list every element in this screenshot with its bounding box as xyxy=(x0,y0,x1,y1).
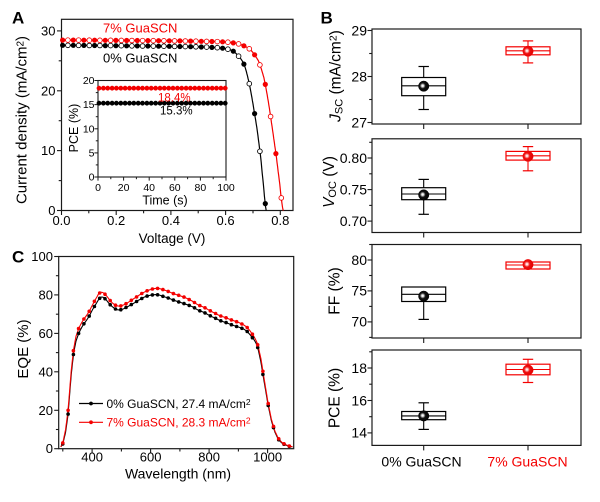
svg-text:75: 75 xyxy=(351,283,367,299)
svg-text:0: 0 xyxy=(95,182,101,194)
svg-text:29: 29 xyxy=(351,22,367,38)
svg-text:0.75: 0.75 xyxy=(340,181,367,197)
svg-text:14: 14 xyxy=(351,425,367,441)
svg-text:16: 16 xyxy=(351,392,367,408)
svg-text:40: 40 xyxy=(39,364,53,379)
svg-text:0: 0 xyxy=(48,203,55,218)
svg-text:PCE (%): PCE (%) xyxy=(327,368,344,428)
svg-text:20: 20 xyxy=(39,403,53,418)
svg-text:20: 20 xyxy=(83,75,95,87)
svg-text:FF (%): FF (%) xyxy=(327,267,344,314)
svg-text:800: 800 xyxy=(198,450,220,465)
svg-text:7% GuaSCN: 7% GuaSCN xyxy=(103,21,177,36)
svg-text:C: C xyxy=(12,247,24,266)
svg-text:0.8: 0.8 xyxy=(271,213,289,228)
svg-text:100: 100 xyxy=(31,249,53,264)
svg-text:7% GuaSCN, 28.3 mA/cm2: 7% GuaSCN, 28.3 mA/cm2 xyxy=(107,416,251,430)
svg-text:0.2: 0.2 xyxy=(107,213,125,228)
svg-text:PCE (%): PCE (%) xyxy=(67,104,81,153)
svg-text:Current density (mA/cm2): Current density (mA/cm2) xyxy=(14,36,31,204)
svg-text:5: 5 xyxy=(89,148,95,160)
svg-text:18.4%: 18.4% xyxy=(158,93,191,105)
svg-text:A: A xyxy=(12,8,24,27)
svg-text:100: 100 xyxy=(217,182,235,194)
svg-text:60: 60 xyxy=(169,182,181,194)
svg-text:10: 10 xyxy=(41,143,55,158)
svg-text:20: 20 xyxy=(41,83,55,98)
svg-text:0% GuaSCN: 0% GuaSCN xyxy=(103,51,177,66)
svg-text:28: 28 xyxy=(351,68,367,84)
svg-text:400: 400 xyxy=(81,450,103,465)
svg-text:Voltage (V): Voltage (V) xyxy=(139,231,206,246)
svg-text:0: 0 xyxy=(46,441,53,456)
svg-text:18: 18 xyxy=(351,360,367,376)
svg-text:0: 0 xyxy=(89,172,95,184)
svg-text:0% GuaSCN: 0% GuaSCN xyxy=(381,454,461,470)
svg-text:7% GuaSCN: 7% GuaSCN xyxy=(487,454,567,470)
svg-text:80: 80 xyxy=(39,287,53,302)
svg-text:0.0: 0.0 xyxy=(52,213,70,228)
svg-text:20: 20 xyxy=(118,182,130,194)
svg-text:600: 600 xyxy=(140,450,162,465)
svg-text:70: 70 xyxy=(351,314,367,330)
svg-text:15.3%: 15.3% xyxy=(160,106,193,118)
svg-text:Time (s): Time (s) xyxy=(142,194,187,208)
svg-text:0.6: 0.6 xyxy=(217,213,235,228)
svg-text:VOC (V): VOC (V) xyxy=(321,156,339,208)
svg-text:0% GuaSCN, 27.4 mA/cm2: 0% GuaSCN, 27.4 mA/cm2 xyxy=(107,397,251,411)
svg-text:40: 40 xyxy=(143,182,155,194)
svg-text:0.70: 0.70 xyxy=(340,213,367,229)
svg-text:27: 27 xyxy=(351,114,367,130)
svg-text:30: 30 xyxy=(41,23,55,38)
svg-text:10: 10 xyxy=(83,123,95,135)
svg-text:Wavelength (nm): Wavelength (nm) xyxy=(125,466,231,482)
svg-text:0.80: 0.80 xyxy=(340,150,367,166)
svg-text:EQE (%): EQE (%) xyxy=(15,319,32,378)
svg-text:80: 80 xyxy=(351,252,367,268)
svg-text:0.4: 0.4 xyxy=(162,213,180,228)
svg-text:15: 15 xyxy=(83,99,95,111)
svg-text:B: B xyxy=(321,8,333,27)
svg-text:80: 80 xyxy=(195,182,207,194)
svg-text:60: 60 xyxy=(39,326,53,341)
svg-text:1000: 1000 xyxy=(253,450,282,465)
svg-text:JSC (mA/cm2): JSC (mA/cm2) xyxy=(328,30,346,123)
